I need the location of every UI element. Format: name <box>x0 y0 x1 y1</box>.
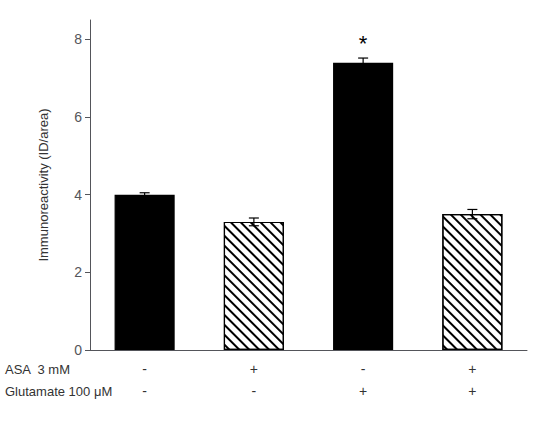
svg-text:-: - <box>361 361 366 377</box>
svg-text:8: 8 <box>74 31 82 47</box>
svg-text:+: + <box>359 383 367 399</box>
svg-text:+: + <box>468 361 476 377</box>
svg-text:-: - <box>142 383 147 399</box>
svg-text:ASA 3 mM: ASA 3 mM <box>5 362 70 377</box>
svg-text:+: + <box>250 361 258 377</box>
svg-text:Immunoreactivity (ID/area): Immunoreactivity (ID/area) <box>36 108 51 261</box>
svg-text:4: 4 <box>74 187 82 203</box>
svg-text:*: * <box>359 31 368 56</box>
svg-text:Glutamate 100 μM: Glutamate 100 μM <box>5 384 112 399</box>
svg-text:-: - <box>142 361 147 377</box>
svg-text:-: - <box>252 383 257 399</box>
svg-text:6: 6 <box>74 109 82 125</box>
svg-text:0: 0 <box>74 342 82 358</box>
svg-text:+: + <box>468 383 476 399</box>
svg-text:2: 2 <box>74 264 82 280</box>
